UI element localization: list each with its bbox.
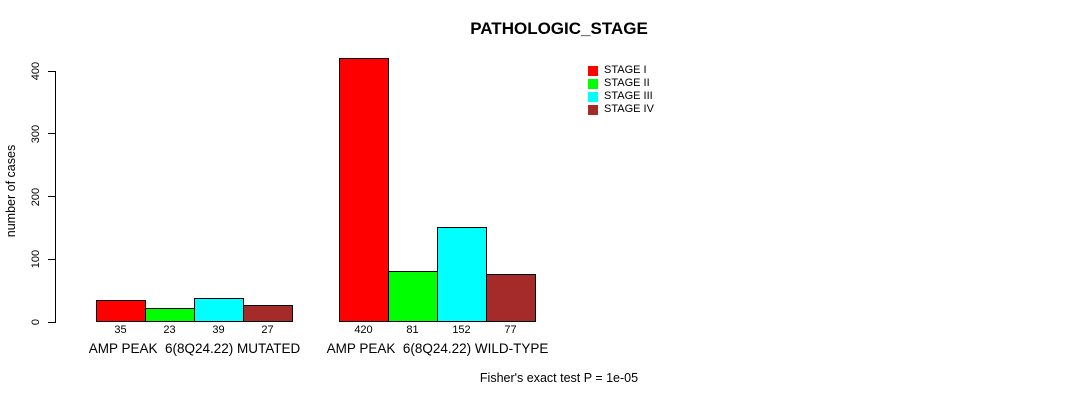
bar-value-label: 420 (354, 324, 373, 336)
bar-stage-iv (486, 274, 536, 322)
bar-stage-ii (145, 308, 195, 322)
legend-item: STAGE I (588, 64, 654, 77)
y-axis-tick (48, 196, 56, 197)
legend-label: STAGE III (604, 90, 653, 102)
chart-title: PATHOLOGIC_STAGE (470, 19, 648, 38)
bar-stage-ii (388, 271, 438, 322)
legend-item: STAGE IV (588, 103, 654, 116)
y-tick-label: 400 (30, 61, 42, 81)
bar-stage-i (96, 300, 146, 322)
bar-value-label: 77 (504, 324, 517, 336)
y-axis-tick (48, 70, 56, 72)
group-label: AMP PEAK 6(8Q24.22) WILD-TYPE (326, 341, 549, 356)
group-label: AMP PEAK 6(8Q24.22) MUTATED (88, 341, 301, 356)
bar-stage-iv (243, 305, 293, 322)
legend-swatch-icon (588, 65, 598, 76)
legend-item: STAGE II (588, 77, 654, 90)
y-tick-label: 100 (30, 250, 42, 269)
legend-label: STAGE II (604, 77, 650, 89)
bar-stage-iii (194, 298, 244, 322)
legend: STAGE I STAGE II STAGE III STAGE IV (588, 64, 654, 116)
footer-note: Fisher's exact test P = 1e-05 (479, 371, 639, 385)
y-axis-tick (48, 258, 56, 260)
bar-stage-iii (437, 227, 487, 322)
y-tick-label: 200 (30, 187, 42, 206)
bar-value-label: 39 (212, 324, 225, 336)
y-axis-label: number of cases (4, 144, 18, 238)
bar-stage-i (339, 58, 389, 322)
y-tick-label: 0 (30, 318, 42, 326)
y-axis-tick (48, 133, 56, 135)
bar-value-label: 23 (163, 324, 176, 336)
legend-item: STAGE III (588, 90, 654, 103)
y-axis-tick (48, 321, 56, 323)
bar-value-label: 27 (261, 324, 274, 336)
bar-value-label: 152 (452, 324, 471, 336)
legend-swatch-icon (588, 91, 598, 102)
bar-value-label: 81 (406, 324, 419, 336)
y-axis-line (55, 71, 56, 323)
bar-value-label: 35 (114, 324, 127, 336)
legend-label: STAGE I (604, 64, 647, 76)
legend-swatch-icon (588, 78, 598, 89)
legend-swatch-icon (588, 104, 598, 115)
legend-label: STAGE IV (604, 103, 654, 115)
y-tick-label: 300 (30, 124, 42, 143)
